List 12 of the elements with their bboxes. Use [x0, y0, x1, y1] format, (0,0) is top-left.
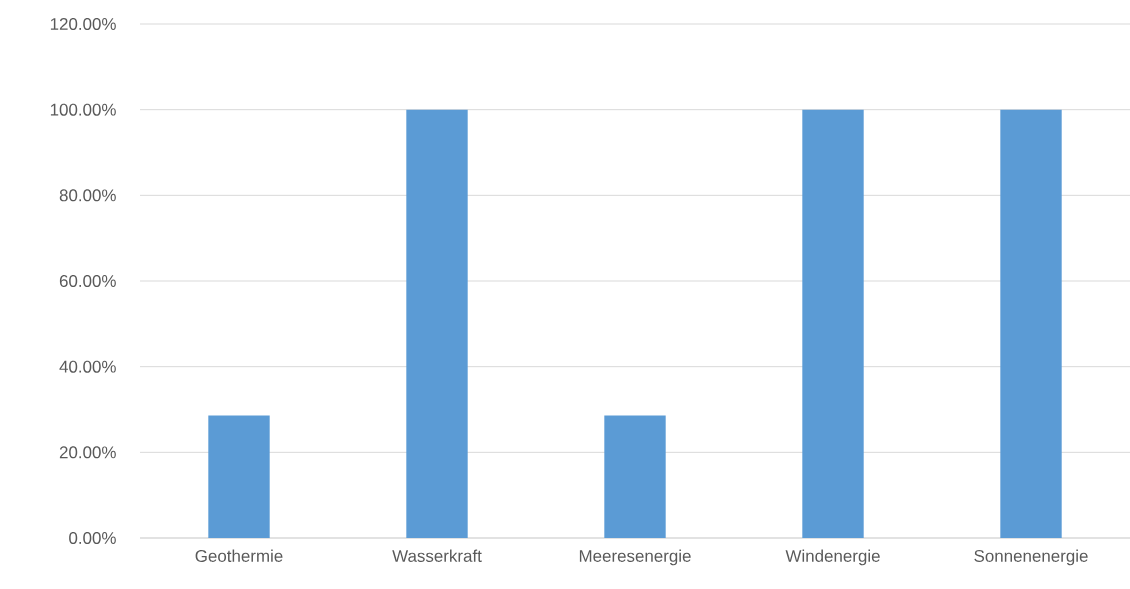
x-tick-label: Wasserkraft — [392, 549, 482, 562]
y-tick-label: 20.00% — [59, 446, 116, 459]
x-tick-label: Windenergie — [785, 549, 880, 566]
y-tick-label: 100.00% — [50, 103, 116, 116]
x-tick-label: Meeresenergie — [579, 549, 691, 566]
y-tick-label: 60.00% — [59, 275, 116, 287]
y-tick-label: 80.00% — [59, 189, 116, 202]
y-tick-label: 120.00% — [50, 18, 116, 30]
y-tick-label: 0.00% — [69, 532, 116, 544]
x-tick-label: Geothermie — [195, 549, 283, 562]
x-tick-label: Sonnenenergie — [974, 549, 1088, 566]
y-tick-label: 40.00% — [59, 360, 116, 373]
